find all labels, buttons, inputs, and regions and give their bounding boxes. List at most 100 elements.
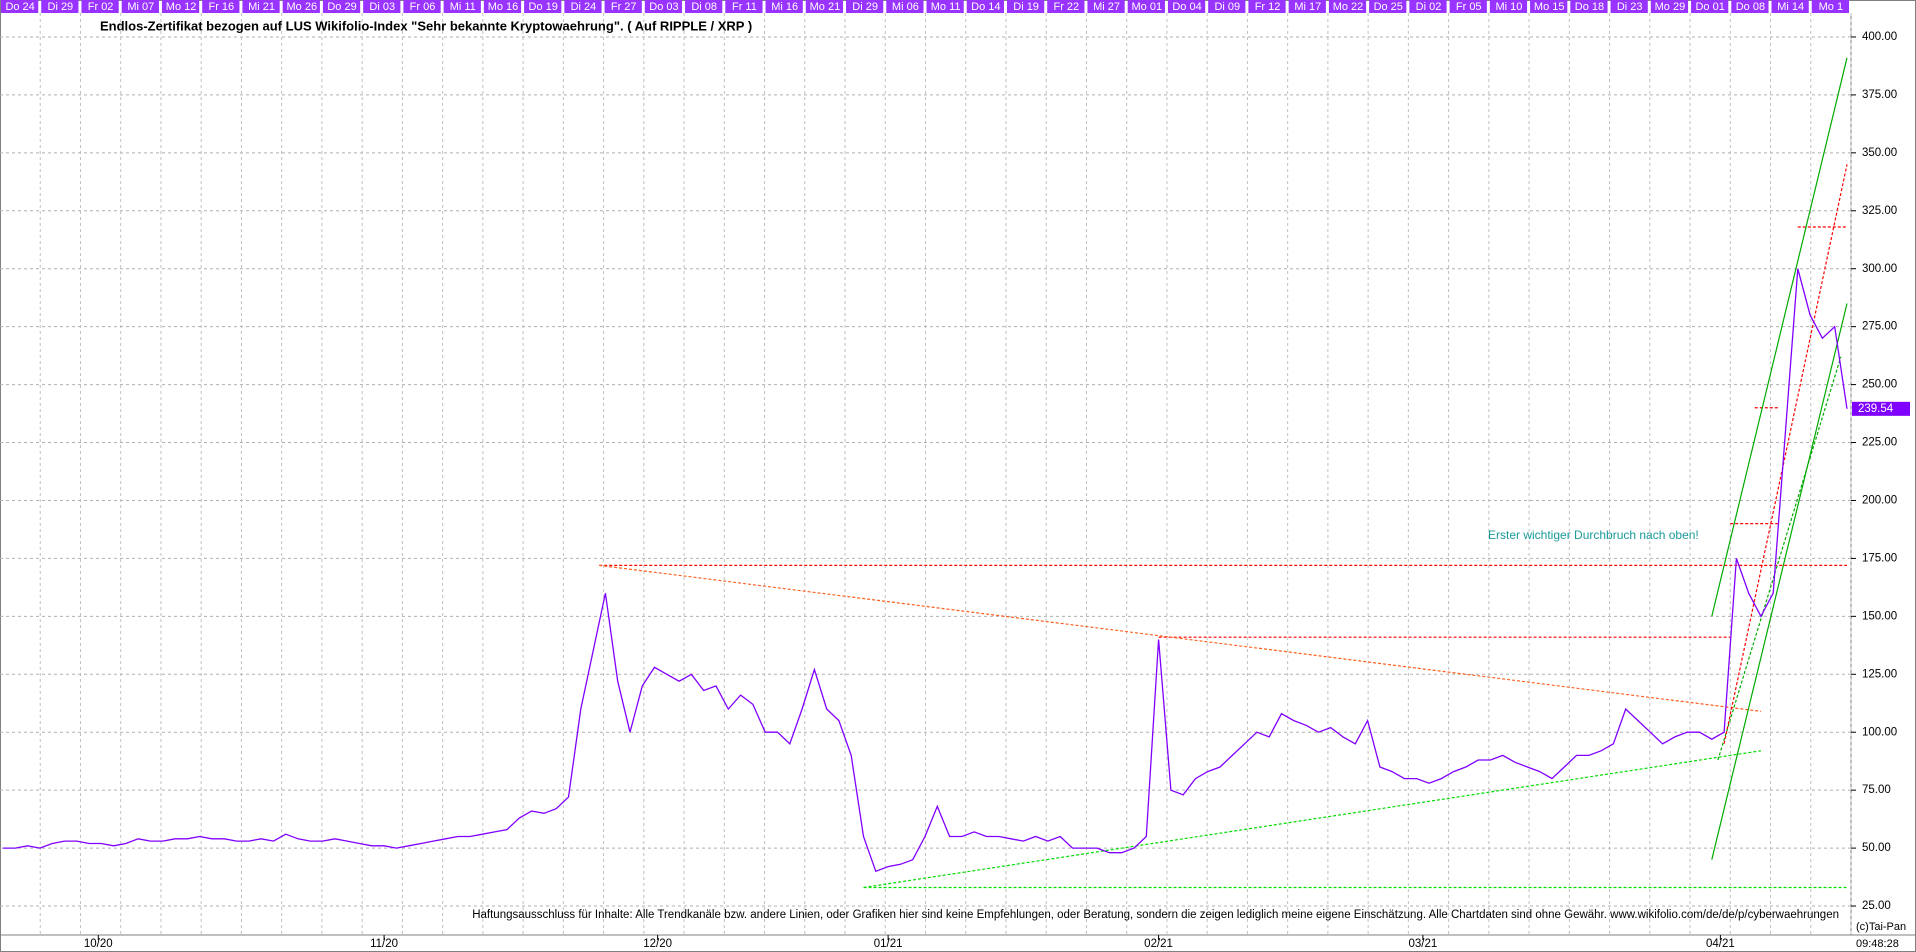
date-label: Mo 15 bbox=[1534, 1, 1565, 13]
date-label: Do 29 bbox=[327, 1, 356, 13]
date-label: Mi 11 bbox=[450, 1, 476, 13]
date-cell bbox=[1771, 0, 1809, 13]
date-cell bbox=[846, 0, 884, 13]
date-cell bbox=[1570, 0, 1608, 13]
date-label: Mo 01 bbox=[1132, 1, 1163, 13]
date-cell bbox=[1449, 0, 1487, 13]
trendline bbox=[1723, 164, 1848, 744]
date-label: Do 24 bbox=[5, 1, 34, 13]
date-cell bbox=[1, 0, 39, 13]
date-label: Mo 11 bbox=[931, 1, 961, 13]
trendline bbox=[1711, 57, 1848, 617]
date-label: Di 23 bbox=[1617, 1, 1643, 13]
date-cell bbox=[886, 0, 924, 13]
date-label: Do 18 bbox=[1575, 1, 1604, 13]
date-label: Mo 1 bbox=[1819, 1, 1843, 13]
price-line bbox=[3, 268, 1848, 873]
date-cell bbox=[1369, 0, 1407, 13]
date-cell bbox=[1489, 0, 1528, 13]
date-label: Do 04 bbox=[1172, 1, 1201, 13]
date-cell bbox=[363, 0, 401, 13]
date-cell bbox=[564, 0, 602, 13]
date-label: Di 24 bbox=[571, 1, 597, 13]
time: 09:48:28 bbox=[1856, 938, 1899, 950]
date-cell bbox=[322, 0, 361, 13]
date-label: Mo 26 bbox=[287, 1, 318, 13]
trendlines bbox=[599, 57, 1848, 889]
date-cell bbox=[1731, 0, 1769, 13]
y-tick-label: 250.00 bbox=[1862, 379, 1897, 391]
date-cell bbox=[1610, 0, 1648, 13]
y-tick-label: 150.00 bbox=[1862, 610, 1897, 622]
date-label: Di 02 bbox=[1416, 1, 1442, 13]
date-label: Mi 14 bbox=[1777, 1, 1804, 13]
date-cell bbox=[282, 0, 320, 13]
date-label: Di 29 bbox=[852, 1, 878, 13]
chart-title: Endlos-Zertifikat bezogen auf LUS Wikifo… bbox=[100, 18, 752, 33]
y-tick-label: 125.00 bbox=[1862, 668, 1897, 680]
date-cell bbox=[644, 0, 683, 13]
trendline bbox=[1717, 356, 1842, 761]
date-cell bbox=[41, 0, 79, 13]
date-label: Di 29 bbox=[48, 1, 74, 13]
date-cell bbox=[725, 0, 763, 13]
grid bbox=[0, 13, 1852, 935]
date-cell bbox=[926, 0, 964, 13]
annotation: Erster wichtiger Durchbruch nach oben! bbox=[1488, 528, 1699, 542]
date-cell bbox=[1691, 0, 1729, 13]
date-label: Do 08 bbox=[1736, 1, 1765, 13]
date-cell bbox=[1208, 0, 1246, 13]
y-tick-label: 200.00 bbox=[1862, 495, 1897, 507]
trendline bbox=[1711, 303, 1848, 860]
date-cell bbox=[1127, 0, 1165, 13]
date-label: Mi 27 bbox=[1093, 1, 1120, 13]
date-cell bbox=[1409, 0, 1447, 13]
date-label: Fr 27 bbox=[611, 1, 637, 13]
date-cell bbox=[524, 0, 562, 13]
trendline bbox=[863, 750, 1762, 889]
date-label: Fr 05 bbox=[1456, 1, 1482, 13]
date-cell bbox=[604, 0, 642, 13]
date-label: Mi 16 bbox=[771, 1, 798, 13]
x-tick-label: 03/21 bbox=[1408, 938, 1437, 950]
date-label: Mi 06 bbox=[892, 1, 919, 13]
date-cell bbox=[202, 0, 240, 13]
y-tick-label: 100.00 bbox=[1862, 726, 1897, 738]
y-tick-label: 175.00 bbox=[1862, 552, 1897, 564]
date-cell bbox=[765, 0, 803, 13]
date-cell bbox=[242, 0, 280, 13]
copyright: (c)Tai-Pan bbox=[1856, 921, 1906, 933]
disclaimer: Haftungsausschluss für Inhalte: Alle Tre… bbox=[472, 909, 1839, 921]
date-cell bbox=[81, 0, 119, 13]
date-label: Do 01 bbox=[1695, 1, 1724, 13]
axes: 25.00 50.00 75.00 100.00 125.00 150.00 175.00 2… bbox=[84, 31, 1897, 950]
date-cell bbox=[161, 0, 200, 13]
date-cell bbox=[1167, 0, 1206, 13]
date-cell bbox=[443, 0, 481, 13]
y-tick-label: 25.00 bbox=[1862, 900, 1891, 912]
x-tick-label: 02/21 bbox=[1144, 938, 1173, 950]
date-label: Di 08 bbox=[691, 1, 717, 13]
date-label: Fr 06 bbox=[410, 1, 436, 13]
date-cell bbox=[483, 0, 522, 13]
date-label: Do 19 bbox=[529, 1, 558, 13]
last-value-label: 239.54 bbox=[1858, 403, 1894, 415]
date-label: Fr 16 bbox=[208, 1, 234, 13]
x-tick-label: 04/21 bbox=[1706, 938, 1735, 950]
date-label: Mi 17 bbox=[1294, 1, 1321, 13]
date-label: Fr 11 bbox=[732, 1, 757, 13]
y-tick-label: 275.00 bbox=[1862, 321, 1897, 333]
date-label: Do 14 bbox=[971, 1, 1000, 13]
date-label: Mo 16 bbox=[488, 1, 519, 13]
y-tick-label: 225.00 bbox=[1862, 437, 1897, 449]
date-cell bbox=[121, 0, 159, 13]
date-label: Di 19 bbox=[1013, 1, 1039, 13]
trendline bbox=[599, 564, 1762, 712]
y-tick-label: 50.00 bbox=[1862, 842, 1891, 854]
y-tick-label: 350.00 bbox=[1862, 147, 1897, 159]
date-cell bbox=[1248, 0, 1286, 13]
date-label: Fr 12 bbox=[1255, 1, 1281, 13]
x-tick-label: 10/20 bbox=[84, 938, 113, 950]
